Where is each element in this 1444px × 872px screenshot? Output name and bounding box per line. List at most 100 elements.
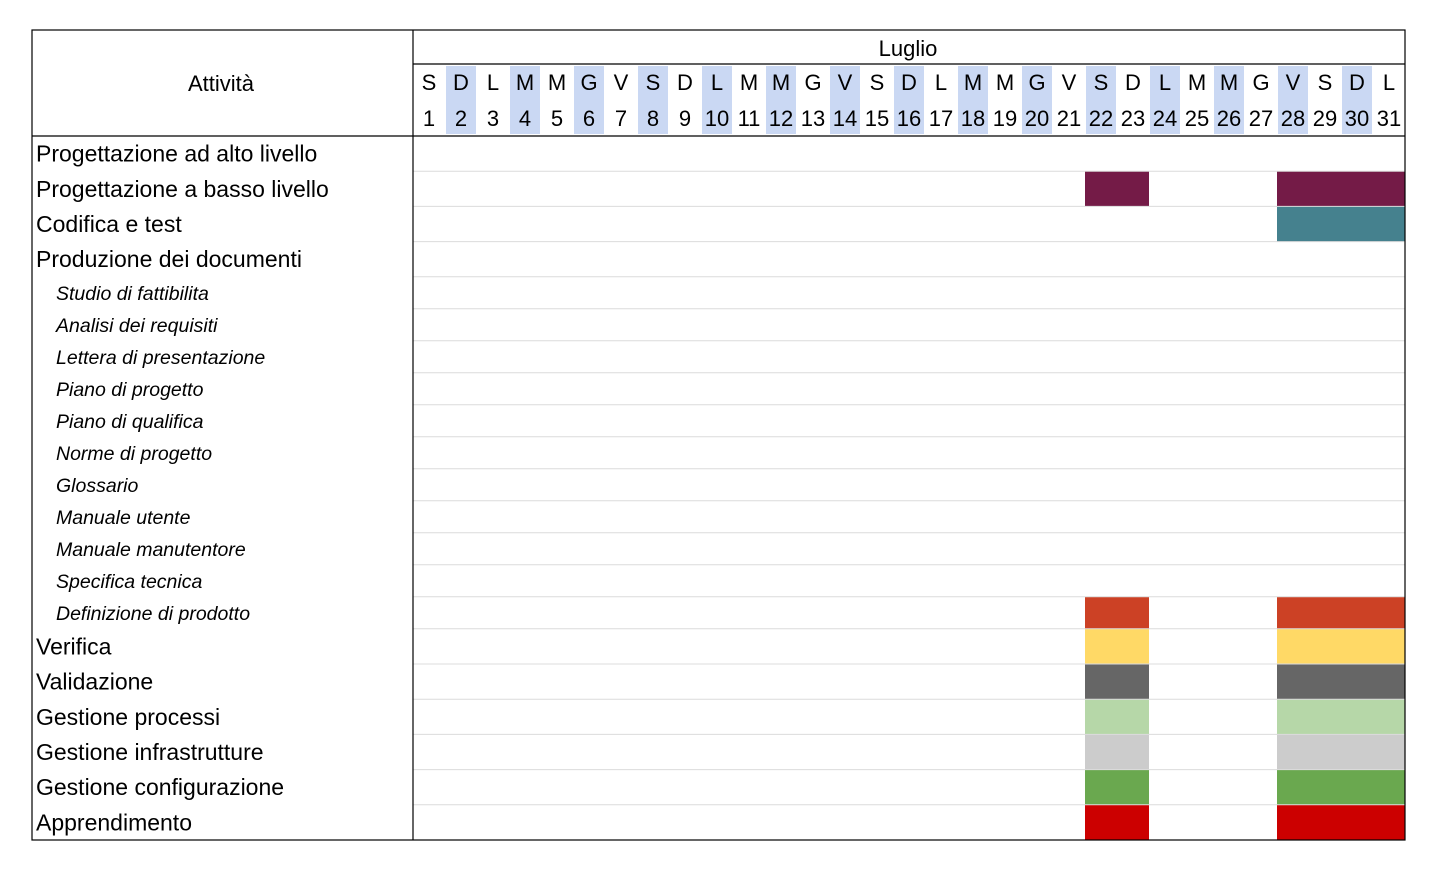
day-letter: L — [1159, 70, 1171, 95]
day-highlight — [1086, 66, 1116, 134]
gantt-bar — [1277, 664, 1405, 700]
day-highlight — [1214, 66, 1244, 134]
day-letter: M — [548, 70, 566, 95]
activity-label: Glossario — [56, 475, 139, 497]
gantt-bar — [1085, 664, 1149, 700]
activity-label: Codifica e test — [36, 211, 182, 237]
day-number: 25 — [1185, 106, 1209, 131]
day-letter: L — [487, 70, 499, 95]
day-letter: D — [1125, 70, 1141, 95]
day-highlight — [446, 66, 476, 134]
activity-label: Apprendimento — [36, 809, 192, 835]
day-letter: L — [711, 70, 723, 95]
day-number: 9 — [679, 106, 691, 131]
day-letter: S — [1318, 70, 1333, 95]
activity-label: Norme di progetto — [56, 443, 212, 465]
activity-label: Definizione di prodotto — [56, 603, 250, 625]
day-letter: D — [453, 70, 469, 95]
day-highlight — [702, 66, 732, 134]
activity-label: Gestione processi — [36, 704, 220, 730]
gantt-bar — [1277, 734, 1405, 770]
day-letter: S — [870, 70, 885, 95]
day-letter: G — [1252, 70, 1269, 95]
header-month-label: Luglio — [879, 36, 938, 61]
background-layer — [446, 66, 1372, 134]
activity-label: Studio di fattibilita — [56, 283, 209, 305]
day-letter: M — [1220, 70, 1238, 95]
day-number: 24 — [1153, 106, 1177, 131]
table-border — [31, 29, 1406, 841]
gantt-bar — [1277, 769, 1405, 805]
day-highlight — [766, 66, 796, 134]
gantt-bar — [1085, 734, 1149, 770]
day-letter: V — [838, 70, 853, 95]
day-letter: L — [1383, 70, 1395, 95]
day-highlight — [1150, 66, 1180, 134]
day-letter: G — [580, 70, 597, 95]
day-number: 10 — [705, 106, 729, 131]
day-number: 18 — [961, 106, 985, 131]
day-letter: D — [901, 70, 917, 95]
day-letter: D — [677, 70, 693, 95]
day-letter: V — [1062, 70, 1077, 95]
day-number: 4 — [519, 106, 531, 131]
activity-label: Gestione configurazione — [36, 774, 284, 800]
day-number: 13 — [801, 106, 825, 131]
grid-layer — [31, 29, 1406, 841]
day-number: 3 — [487, 106, 499, 131]
day-letter: M — [1188, 70, 1206, 95]
activity-label: Progettazione a basso livello — [36, 176, 329, 202]
activity-label: Specifica tecnica — [56, 571, 202, 593]
day-letter: M — [772, 70, 790, 95]
activity-label: Manuale manutentore — [56, 539, 246, 561]
gantt-bar — [1277, 628, 1405, 664]
day-number: 28 — [1281, 106, 1305, 131]
activity-label: Piano di qualifica — [56, 411, 204, 433]
day-number: 26 — [1217, 106, 1241, 131]
day-number: 21 — [1057, 106, 1081, 131]
header-activities-label: Attività — [188, 71, 255, 96]
day-letter: G — [1028, 70, 1045, 95]
day-letter: L — [935, 70, 947, 95]
activity-label: Lettera di presentazione — [56, 347, 265, 369]
activity-label: Produzione dei documenti — [36, 246, 302, 272]
day-number: 16 — [897, 106, 921, 131]
day-number: 27 — [1249, 106, 1273, 131]
gantt-bar — [1277, 171, 1405, 207]
activity-label: Validazione — [36, 669, 153, 695]
gantt-bar — [1277, 699, 1405, 735]
day-number: 15 — [865, 106, 889, 131]
day-number: 17 — [929, 106, 953, 131]
day-letter: V — [614, 70, 629, 95]
day-number: 7 — [615, 106, 627, 131]
day-letter: D — [1349, 70, 1365, 95]
day-number: 30 — [1345, 106, 1369, 131]
day-highlight — [1342, 66, 1372, 134]
day-letter: S — [646, 70, 661, 95]
activity-label: Gestione infrastrutture — [36, 739, 264, 765]
day-letter: V — [1286, 70, 1301, 95]
day-number: 22 — [1089, 106, 1113, 131]
day-number: 11 — [738, 106, 761, 131]
day-letter: M — [740, 70, 758, 95]
day-letter: S — [422, 70, 437, 95]
gantt-bar — [1085, 769, 1149, 805]
gantt-bar — [1085, 596, 1149, 629]
gantt-bar — [1085, 628, 1149, 664]
day-number: 6 — [583, 106, 595, 131]
day-number: 29 — [1313, 106, 1337, 131]
activity-label: Manuale utente — [56, 507, 191, 529]
gantt-bar — [1277, 804, 1405, 840]
text-layer: Attività Luglio S1D2L3M4M5G6V7S8D9L10M11… — [36, 36, 1401, 835]
day-number: 23 — [1121, 106, 1145, 131]
gantt-bar — [1085, 804, 1149, 840]
day-number: 1 — [423, 106, 435, 131]
day-number: 5 — [551, 106, 563, 131]
activity-label: Piano di progetto — [56, 379, 204, 401]
day-highlight — [574, 66, 604, 134]
gantt-bar — [1277, 206, 1405, 242]
day-letter: M — [996, 70, 1014, 95]
activity-label: Verifica — [36, 633, 112, 659]
day-number: 19 — [993, 106, 1017, 131]
